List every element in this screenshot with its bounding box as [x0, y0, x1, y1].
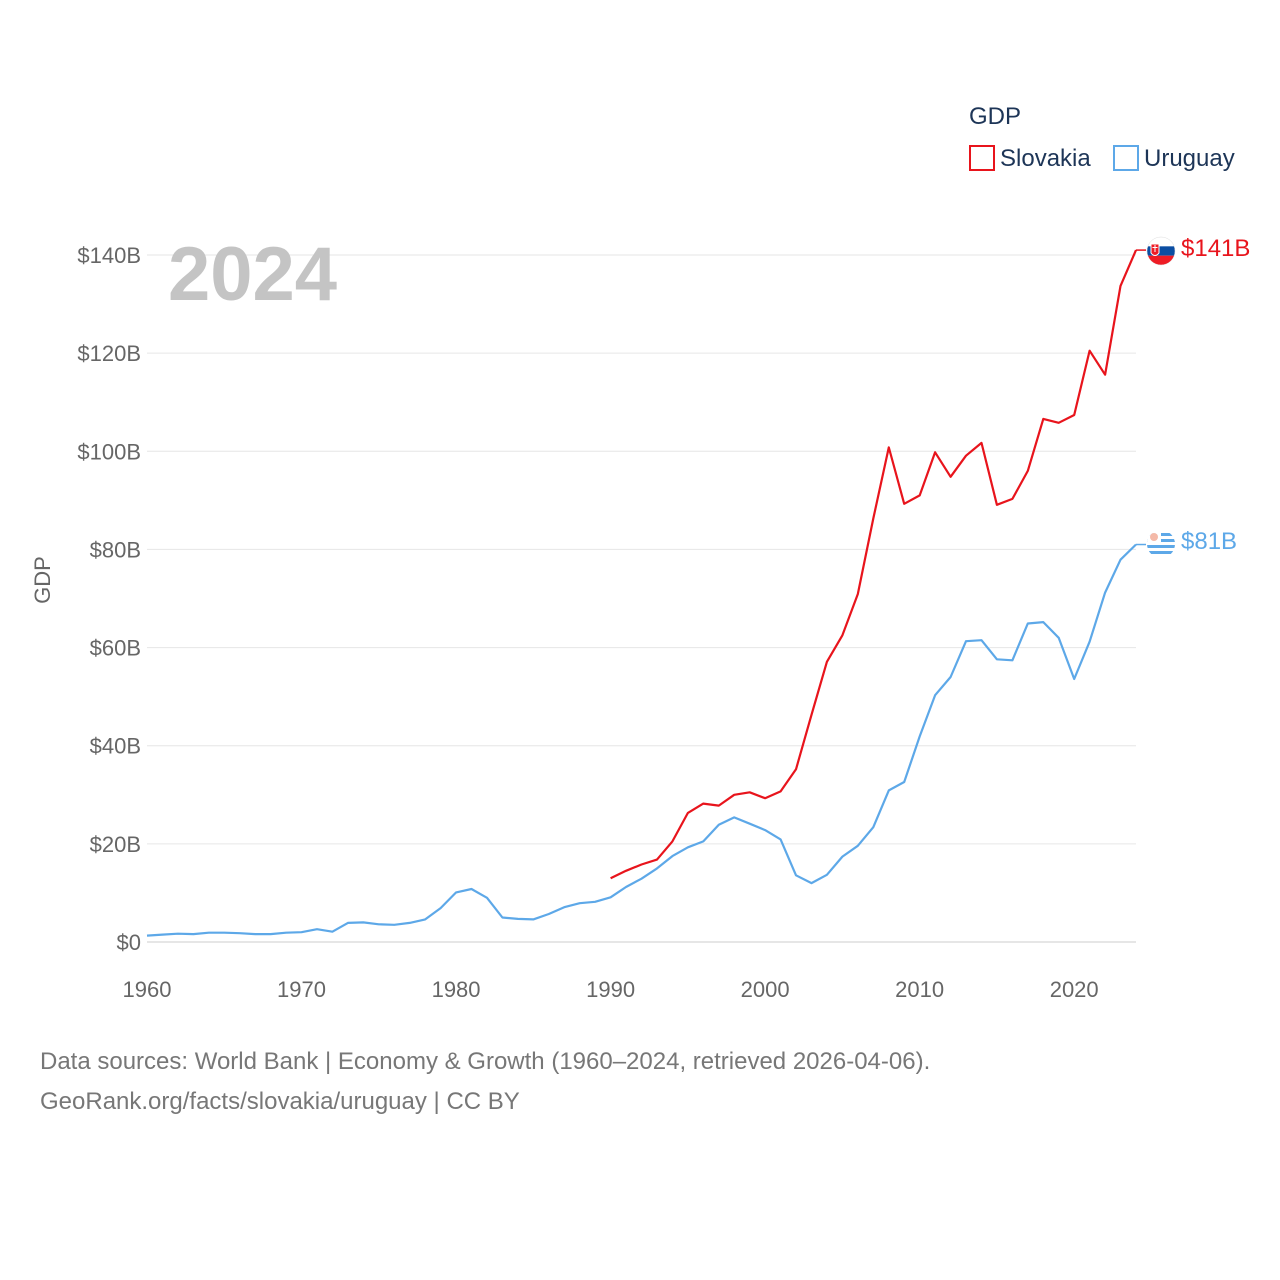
year-label: 2024	[168, 232, 337, 317]
gdp-line-chart: $0$20B$40B$60B$80B$100B$120B$140B 1960 19…	[30, 103, 1250, 1002]
x-tick-label: 2020	[1050, 977, 1099, 1002]
grid-layer	[147, 254, 1136, 943]
footer-link: GeoRank.org/facts/slovakia/uruguay | CC …	[40, 1088, 520, 1115]
y-axis-label: GDP	[30, 556, 55, 604]
y-tick-label: $0	[117, 930, 141, 955]
y-tick-label: $120B	[77, 341, 141, 366]
legend-swatch-slovakia	[969, 145, 995, 171]
x-tick-label: 2010	[895, 977, 944, 1002]
y-tick-label: $40B	[90, 734, 141, 759]
x-tick-label: 1990	[586, 977, 635, 1002]
y-tick-label: $60B	[90, 636, 141, 661]
uruguay-flag-icon	[1147, 530, 1175, 558]
legend-label-slovakia: Slovakia	[1000, 145, 1091, 172]
series-line-uruguay	[146, 543, 1137, 937]
uruguay-end-label: $81B	[1181, 528, 1237, 555]
legend: GDP Slovakia Uruguay	[969, 103, 1235, 172]
footer-sources: Data sources: World Bank | Economy & Gro…	[40, 1048, 931, 1075]
x-tick-label: 1970	[277, 977, 326, 1002]
y-axis: $0 $20B $40B $60B $80B $100B $120B $140B	[77, 243, 141, 955]
x-tick-label: 2000	[741, 977, 790, 1002]
y-tick-label: $80B	[90, 537, 141, 562]
series-layer	[146, 249, 1146, 937]
legend-title: GDP	[969, 103, 1021, 130]
x-tick-label: 1960	[123, 977, 172, 1002]
slovakia-flag-icon	[1146, 236, 1176, 266]
y-tick-label: $140B	[77, 243, 141, 268]
end-labels: $141B $81B	[1181, 235, 1250, 555]
legend-label-uruguay: Uruguay	[1144, 145, 1235, 172]
y-tick-label: $20B	[90, 832, 141, 857]
end-markers	[1146, 236, 1176, 558]
x-axis: 1960 1970 1980 1990 2000 2010 2020	[123, 977, 1099, 1002]
y-tick-label: $100B	[77, 439, 141, 464]
legend-swatch-uruguay	[1113, 145, 1139, 171]
footer: Data sources: World Bank | Economy & Gro…	[40, 1042, 930, 1122]
series-line-slovakia	[610, 249, 1138, 880]
slovakia-end-label: $141B	[1181, 235, 1250, 262]
x-tick-label: 1980	[432, 977, 481, 1002]
